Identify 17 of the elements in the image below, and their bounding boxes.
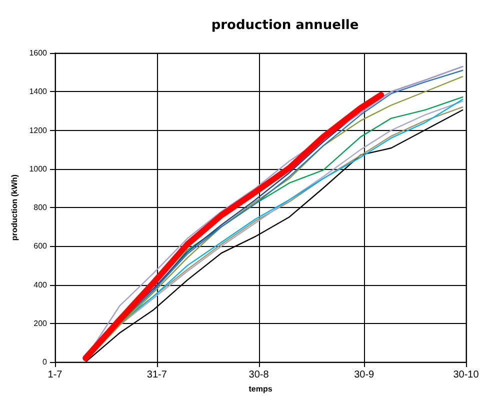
x-axis-title: temps bbox=[248, 384, 273, 394]
y-tick-label: 600 bbox=[34, 242, 48, 251]
y-tick-label: 200 bbox=[34, 318, 48, 328]
y-tick-label: 800 bbox=[34, 203, 48, 212]
x-tick-label: 1-7 bbox=[48, 370, 63, 380]
chart-title: production annuelle bbox=[211, 18, 359, 33]
y-tick-label: 1000 bbox=[29, 164, 48, 174]
y-axis-title: production (kWh) bbox=[10, 174, 19, 241]
y-tick-label: 1400 bbox=[29, 87, 48, 96]
x-tick-label: 30-10 bbox=[453, 370, 480, 380]
y-tick-label: 1200 bbox=[29, 126, 48, 135]
y-tick-label: 1600 bbox=[29, 48, 48, 58]
x-tick-label: 30-9 bbox=[354, 370, 375, 380]
x-tick-label: 30-8 bbox=[248, 370, 270, 380]
y-tick-label: 0 bbox=[42, 358, 48, 366]
y-tick-label: 400 bbox=[34, 280, 48, 290]
x-tick-label: 31-7 bbox=[146, 370, 168, 380]
